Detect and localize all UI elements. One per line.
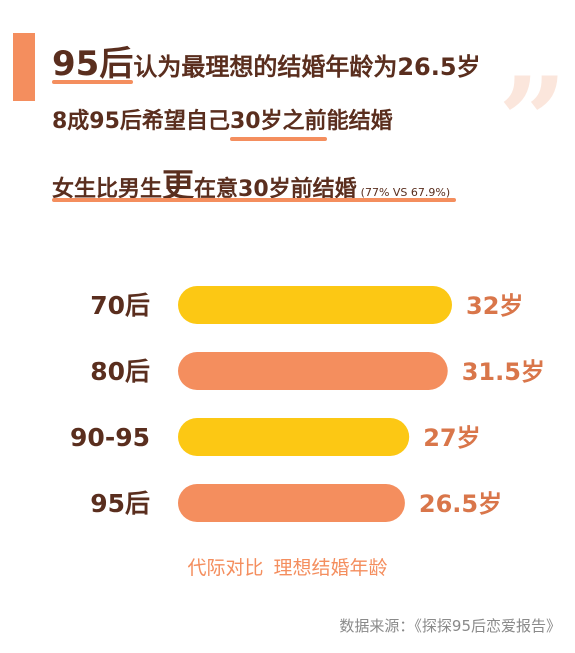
headline-underlined: 30岁之前 [229, 109, 327, 134]
chart-caption: 代际对比 理想结婚年龄 [187, 557, 388, 579]
bar-chart: 70后 32岁 80后 31.5岁 90-95 27岁 95后 26.5岁 [70, 286, 545, 522]
value-label: 32岁 [466, 292, 523, 320]
category-label: 90-95 [70, 423, 150, 452]
category-label: 70后 [90, 291, 150, 320]
bar [178, 418, 410, 456]
quote-mark-icon: ” [498, 51, 568, 192]
headline-text: 在意30岁前结婚 [194, 177, 357, 202]
accent-bar [13, 33, 35, 101]
headline-highlight: 95后 [52, 44, 134, 84]
headline-line-1: 95后认为最理想的结婚年龄为26.5岁 [52, 36, 481, 85]
value-label: 27岁 [423, 424, 480, 452]
category-label: 95后 [90, 489, 150, 518]
headline-text: 女生比男生 [52, 177, 163, 202]
headline-text: 认为最理想的结婚年龄为26.5岁 [133, 53, 481, 81]
headline-stat: (77% VS 67.9%) [360, 186, 451, 199]
headline-text: 8成95后希望自己 [52, 109, 230, 134]
value-label: 31.5岁 [462, 358, 545, 386]
bar [178, 484, 405, 522]
source-note: 数据来源：《探探95后恋爱报告》 [339, 617, 561, 635]
headline-text: 能结婚 [326, 109, 393, 134]
bar [178, 286, 452, 324]
value-label: 26.5岁 [419, 490, 502, 518]
headline-line-2: 8成95后希望自己30岁之前能结婚 [52, 103, 393, 135]
category-label: 80后 [90, 357, 150, 386]
headline-emphasis: 更 [162, 166, 195, 204]
headline-line-3: 女生比男生更在意30岁前结婚 (77% VS 67.9%) [52, 160, 450, 206]
bar [178, 352, 448, 390]
headline-underline-rule [52, 198, 456, 202]
